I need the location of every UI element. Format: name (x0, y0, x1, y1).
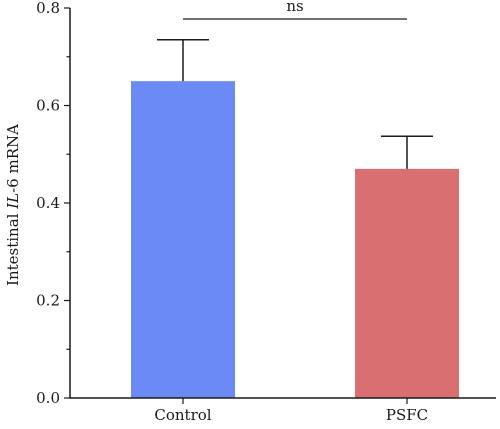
y-axis-label-part: Intestinal (4, 209, 22, 286)
axes-group (64, 7, 496, 404)
significance-label: ns (286, 0, 303, 15)
y-axis-label-part: -6 mRNA (4, 124, 22, 193)
significance-group: ns (183, 0, 407, 20)
labels-group: Control PSFC 0.0 0.2 0.4 0.6 0.8 Intestinal IL-… (4, 0, 428, 424)
y-tick-label-0.0: 0.0 (36, 389, 60, 407)
x-tick-label-psfc: PSFC (386, 406, 428, 424)
y-tick-label-0.2: 0.2 (36, 292, 60, 310)
y-tick-label-0.8: 0.8 (36, 0, 60, 17)
y-axis-label-part: IL (4, 193, 22, 210)
error-bars-group (157, 38, 433, 169)
y-tick-label-0.4: 0.4 (36, 194, 60, 212)
bars-group (131, 81, 459, 398)
y-axis-label: Intestinal IL-6 mRNA (4, 124, 22, 286)
x-tick-label-control: Control (154, 406, 211, 424)
bar-psfc (355, 168, 459, 398)
bar-control (131, 81, 235, 398)
y-tick-label-0.6: 0.6 (36, 97, 60, 115)
